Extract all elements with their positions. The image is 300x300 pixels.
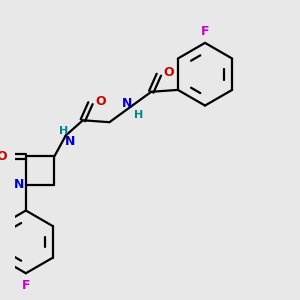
Text: F: F	[201, 25, 209, 38]
Text: H: H	[59, 126, 68, 136]
Text: H: H	[134, 110, 143, 120]
Text: O: O	[164, 66, 174, 79]
Text: N: N	[122, 97, 133, 110]
Text: N: N	[64, 135, 75, 148]
Text: F: F	[22, 279, 30, 292]
Text: O: O	[95, 95, 106, 108]
Text: N: N	[14, 178, 24, 191]
Text: O: O	[0, 150, 8, 163]
